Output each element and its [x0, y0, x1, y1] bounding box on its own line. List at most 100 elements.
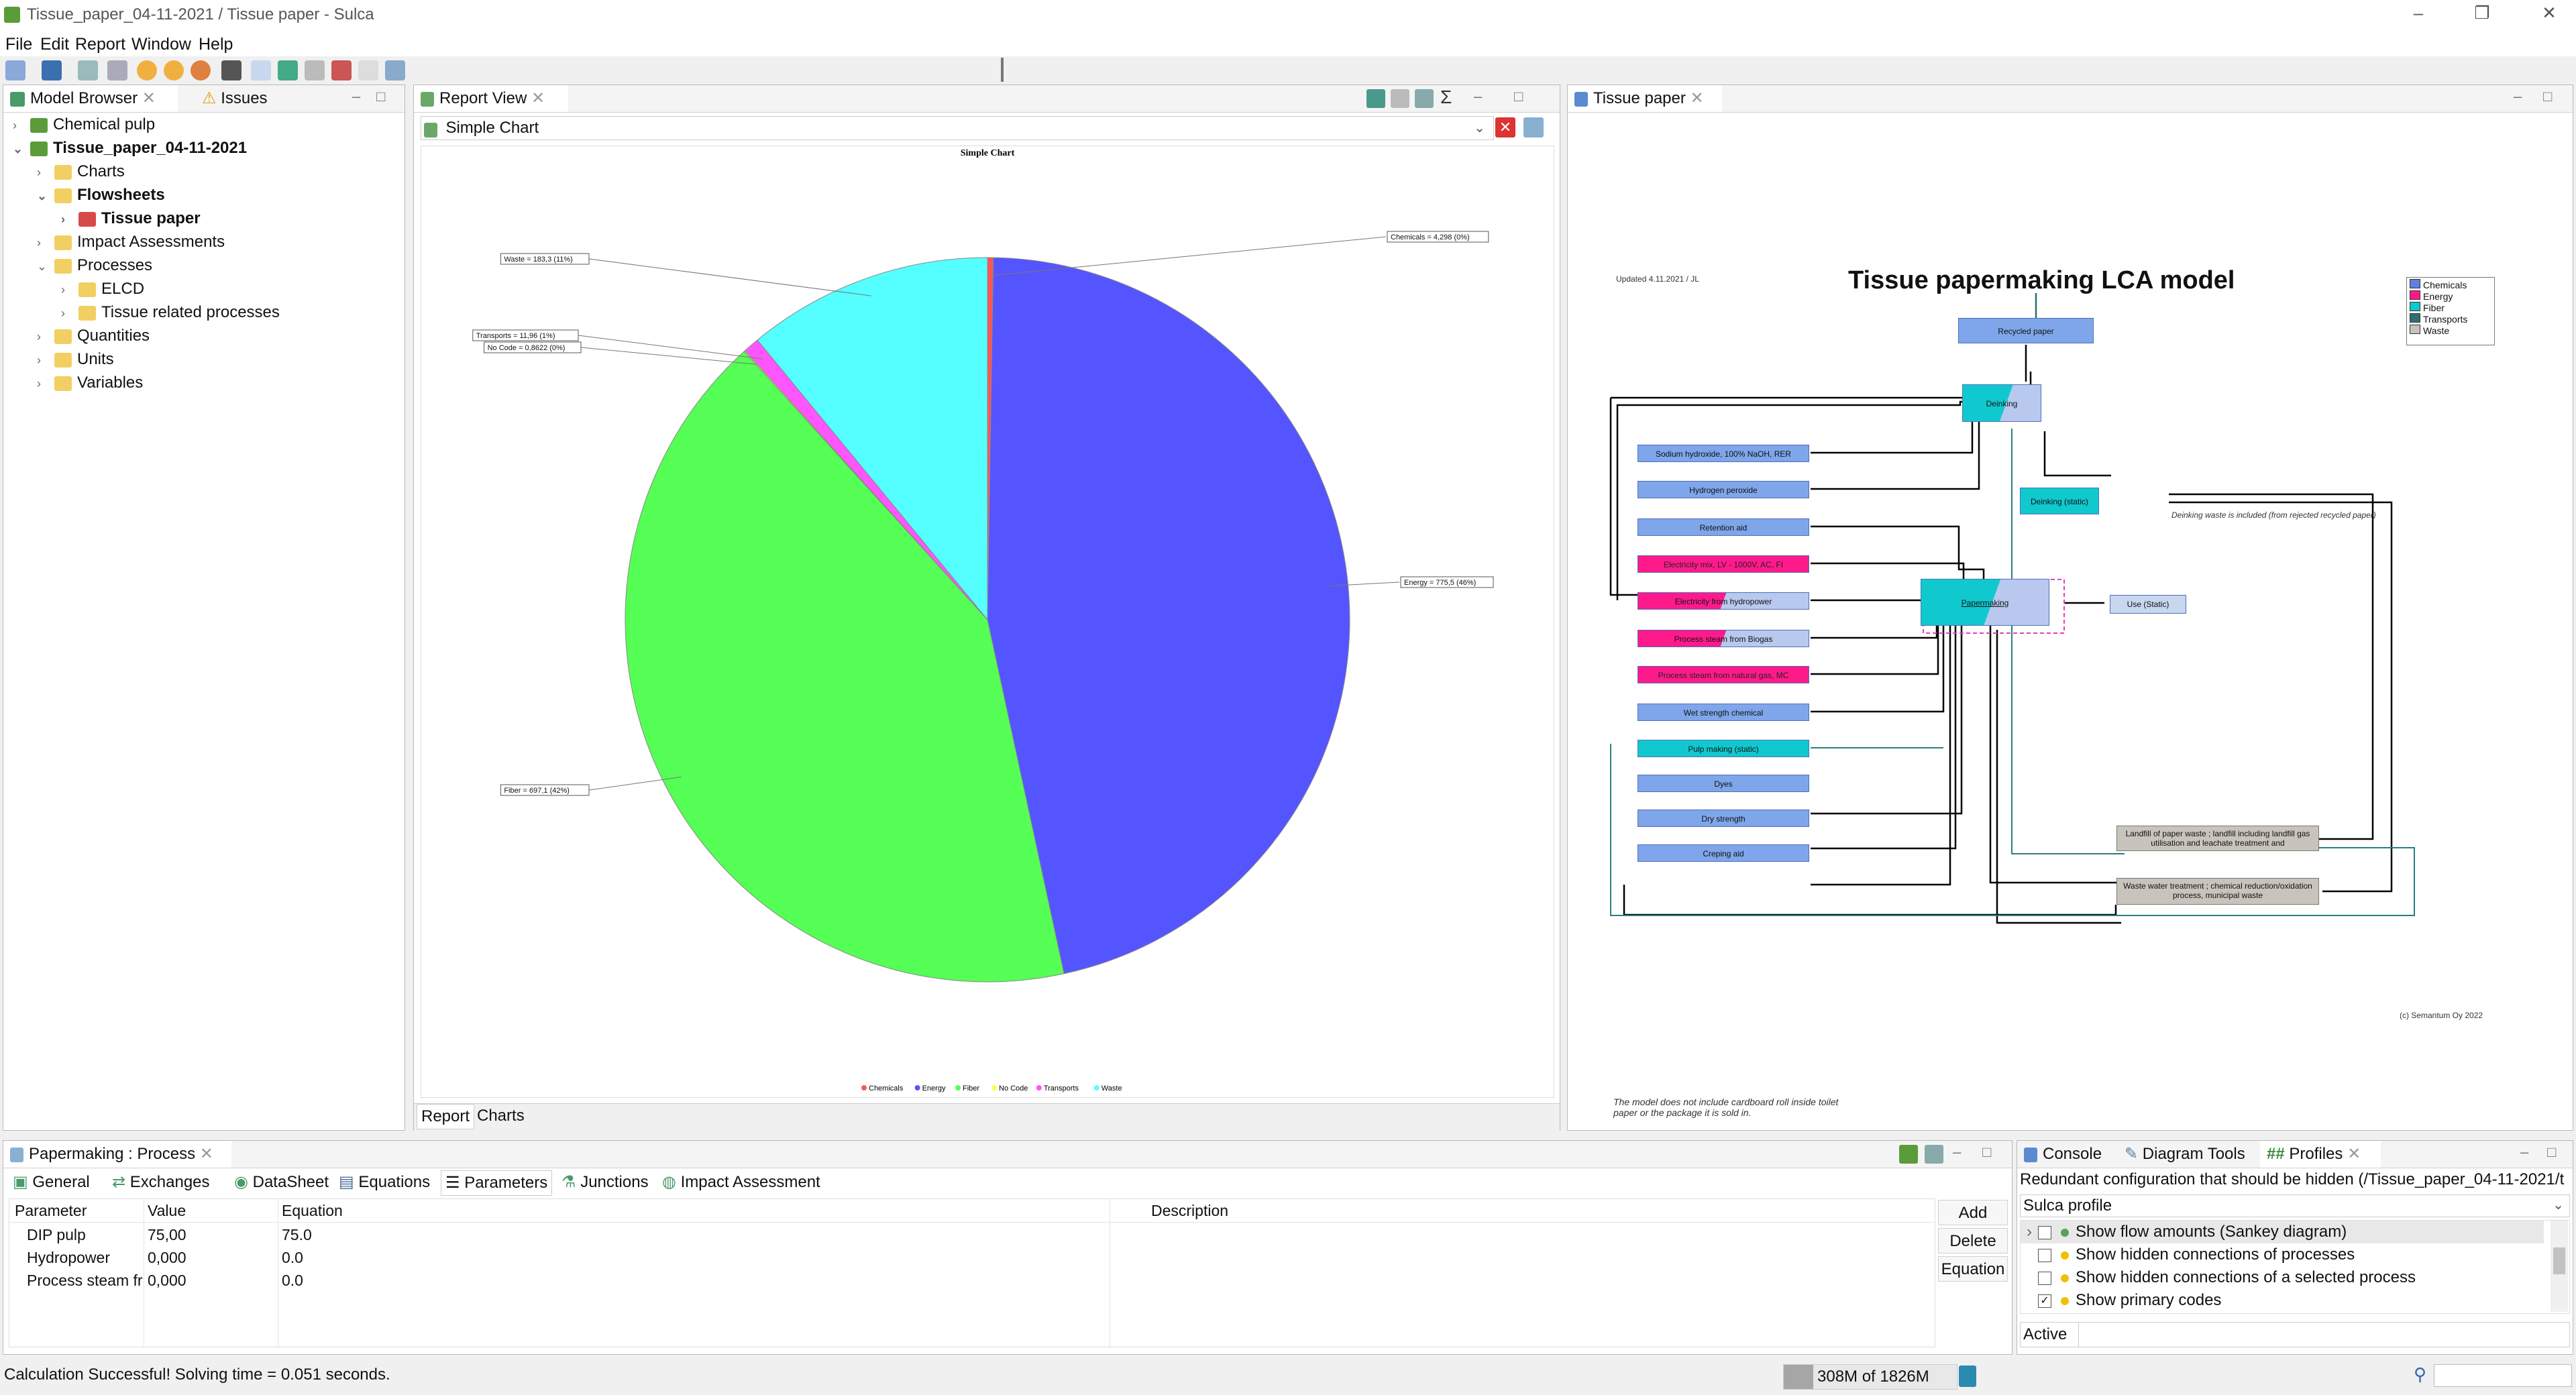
pointer-icon[interactable] [251, 60, 271, 80]
chevron-right-icon[interactable]: › [37, 166, 41, 179]
active-field[interactable]: Active [2020, 1322, 2570, 1347]
scrollbar-thumb[interactable] [2553, 1247, 2565, 1274]
node-landfill[interactable]: Landfill of paper waste ; landfill inclu… [2116, 826, 2319, 851]
chevron-right-icon[interactable]: › [37, 353, 41, 367]
chevron-down-icon[interactable]: ⌄ [2553, 1198, 2564, 1213]
equation-cell[interactable]: 0.0 [282, 1272, 303, 1289]
chart-settings-icon[interactable] [1523, 117, 1544, 137]
equation-cell[interactable]: 0.0 [282, 1249, 303, 1266]
component-icon[interactable] [305, 60, 325, 80]
node-retention-aid[interactable]: Retention aid [1638, 518, 1809, 536]
maximize-panel-icon[interactable]: □ [1982, 1143, 1992, 1160]
node-deinking[interactable]: Deinking [1962, 384, 2041, 422]
node-steam-biogas[interactable]: Process steam from Biogas [1638, 630, 1809, 647]
menu-window[interactable]: Window [131, 35, 191, 54]
maximize-panel-icon[interactable]: □ [376, 88, 386, 105]
node-hydrogen-peroxide[interactable]: Hydrogen peroxide [1638, 481, 1809, 498]
grid-icon[interactable] [107, 60, 127, 80]
profile-item-sankey[interactable]: › Show flow amounts (Sankey diagram) [2021, 1221, 2544, 1243]
tree-item-charts[interactable]: › Charts [37, 160, 125, 183]
profile-item-hidden-connections[interactable]: Show hidden connections of processes [2038, 1243, 2355, 1266]
minimize-panel-icon[interactable]: – [2520, 1143, 2529, 1160]
checkbox[interactable] [2038, 1225, 2051, 1239]
pin-icon[interactable] [1899, 1145, 1918, 1164]
close-icon[interactable]: ✕ [142, 89, 156, 107]
tab-parameters[interactable]: ☰ Parameters [441, 1170, 553, 1196]
close-icon[interactable]: ✕ [199, 1145, 213, 1163]
chevron-right-icon[interactable]: › [2027, 1223, 2032, 1241]
node-steam-natural-gas[interactable]: Process steam from natural gas, MC [1638, 666, 1809, 683]
minimize-panel-icon[interactable]: – [352, 88, 361, 105]
chevron-down-icon[interactable]: ⌄ [37, 189, 48, 203]
tab-model-browser[interactable]: Model Browser ✕ [3, 85, 178, 112]
tab-papermaking-process[interactable]: Papermaking : Process ✕ [3, 1141, 231, 1168]
tab-datasheet[interactable]: ◉ DataSheet [234, 1173, 329, 1191]
tree-item-variables[interactable]: › Variables [37, 372, 143, 394]
equation-button[interactable]: Equation [1938, 1256, 2008, 1282]
delete-button[interactable]: Delete [1938, 1228, 2008, 1253]
close-icon[interactable]: ✕ [1690, 89, 1704, 107]
menu-file[interactable]: File [5, 35, 33, 54]
maximize-panel-icon[interactable]: □ [1514, 88, 1523, 105]
diagram-canvas[interactable]: Updated 4.11.2021 / JL Tissue papermakin… [1568, 113, 2573, 1130]
node-wastewater[interactable]: Waste water treatment ; chemical reducti… [2116, 878, 2319, 905]
sum-icon[interactable]: Σ [1440, 87, 1452, 107]
tree-item-flowsheets[interactable]: ⌄ Flowsheets [37, 184, 165, 207]
restore-button[interactable]: ❐ [2474, 3, 2490, 23]
value-cell[interactable]: 0,000 [148, 1272, 186, 1289]
menu-help[interactable]: Help [199, 35, 233, 54]
chevron-right-icon[interactable]: › [37, 236, 41, 249]
tree-item-impact-assessments[interactable]: › Impact Assessments [37, 231, 225, 254]
tab-issues[interactable]: ⚠ Issues [202, 89, 268, 107]
node-recycled-paper[interactable]: Recycled paper [1958, 318, 2094, 343]
node-wet-strength[interactable]: Wet strength chemical [1638, 704, 1809, 721]
tree-item-tissue-paper-model[interactable]: ⌄ Tissue_paper_04-11-2021 [13, 137, 247, 160]
chevron-right-icon[interactable]: › [61, 283, 65, 296]
chevron-right-icon[interactable]: › [13, 119, 17, 132]
tab-tissue-paper[interactable]: Tissue paper ✕ [1568, 85, 1722, 112]
zoom-out-icon[interactable] [191, 60, 211, 80]
menu-report[interactable]: Report [75, 35, 126, 54]
tab-junctions[interactable]: ⚗ Junctions [561, 1173, 649, 1191]
equation-cell[interactable]: 75.0 [282, 1226, 312, 1243]
node-creping-aid[interactable]: Creping aid [1638, 844, 1809, 862]
minimize-panel-icon[interactable]: – [2514, 88, 2522, 105]
profile-item-hidden-connections-selected[interactable]: Show hidden connections of a selected pr… [2038, 1266, 2416, 1289]
chevron-down-icon[interactable]: ⌄ [13, 142, 23, 156]
connect-icon[interactable] [278, 60, 298, 80]
tab-report-view[interactable]: Report View ✕ [414, 85, 568, 112]
tab-charts[interactable]: Charts [477, 1107, 525, 1125]
maximize-panel-icon[interactable]: □ [2543, 88, 2553, 105]
tab-equations[interactable]: ▤ Equations [339, 1173, 431, 1191]
checkbox-checked[interactable]: ✓ [2038, 1294, 2051, 1308]
node-use-static[interactable]: Use (Static) [2110, 595, 2186, 614]
close-icon[interactable]: ✕ [531, 89, 545, 107]
tree-item-processes[interactable]: ⌄ Processes [37, 254, 152, 277]
node-dry-strength[interactable]: Dry strength [1638, 810, 1809, 827]
list-icon[interactable] [385, 60, 405, 80]
tree-item-tissue-related-processes[interactable]: › Tissue related processes [61, 301, 280, 324]
tab-report[interactable]: Report [417, 1104, 475, 1129]
search-input[interactable] [2434, 1364, 2572, 1387]
checkbox[interactable] [2038, 1248, 2051, 1262]
chevron-down-icon[interactable]: ⌄ [1474, 121, 1485, 135]
zoom-icon[interactable] [137, 60, 157, 80]
grid-toggle-icon[interactable] [221, 60, 241, 80]
tree-item-quantities[interactable]: › Quantities [37, 325, 150, 347]
value-cell[interactable]: 75,00 [148, 1226, 186, 1243]
chevron-right-icon[interactable]: › [37, 330, 41, 343]
node-sodium-hydroxide[interactable]: Sodium hydroxide, 100% NaOH, RER [1638, 445, 1809, 462]
profile-select[interactable]: Sulca profile ⌄ [2020, 1194, 2570, 1217]
node-pulp-making[interactable]: Pulp making (static) [1638, 740, 1809, 757]
export-icon[interactable] [1391, 89, 1409, 108]
zoom-in-icon[interactable] [164, 60, 184, 80]
tab-exchanges[interactable]: ⇄ Exchanges [112, 1173, 210, 1191]
minimize-panel-icon[interactable]: – [1953, 1143, 1962, 1160]
minimize-button[interactable]: – [2413, 3, 2424, 23]
sync-icon[interactable] [1925, 1145, 1943, 1164]
new-icon[interactable] [5, 60, 25, 80]
checkbox[interactable] [2038, 1271, 2051, 1285]
parameter-cell[interactable]: DIP pulp [27, 1226, 86, 1243]
node-papermaking[interactable]: Papermaking [1921, 579, 2049, 626]
chevron-right-icon[interactable]: › [61, 306, 65, 320]
